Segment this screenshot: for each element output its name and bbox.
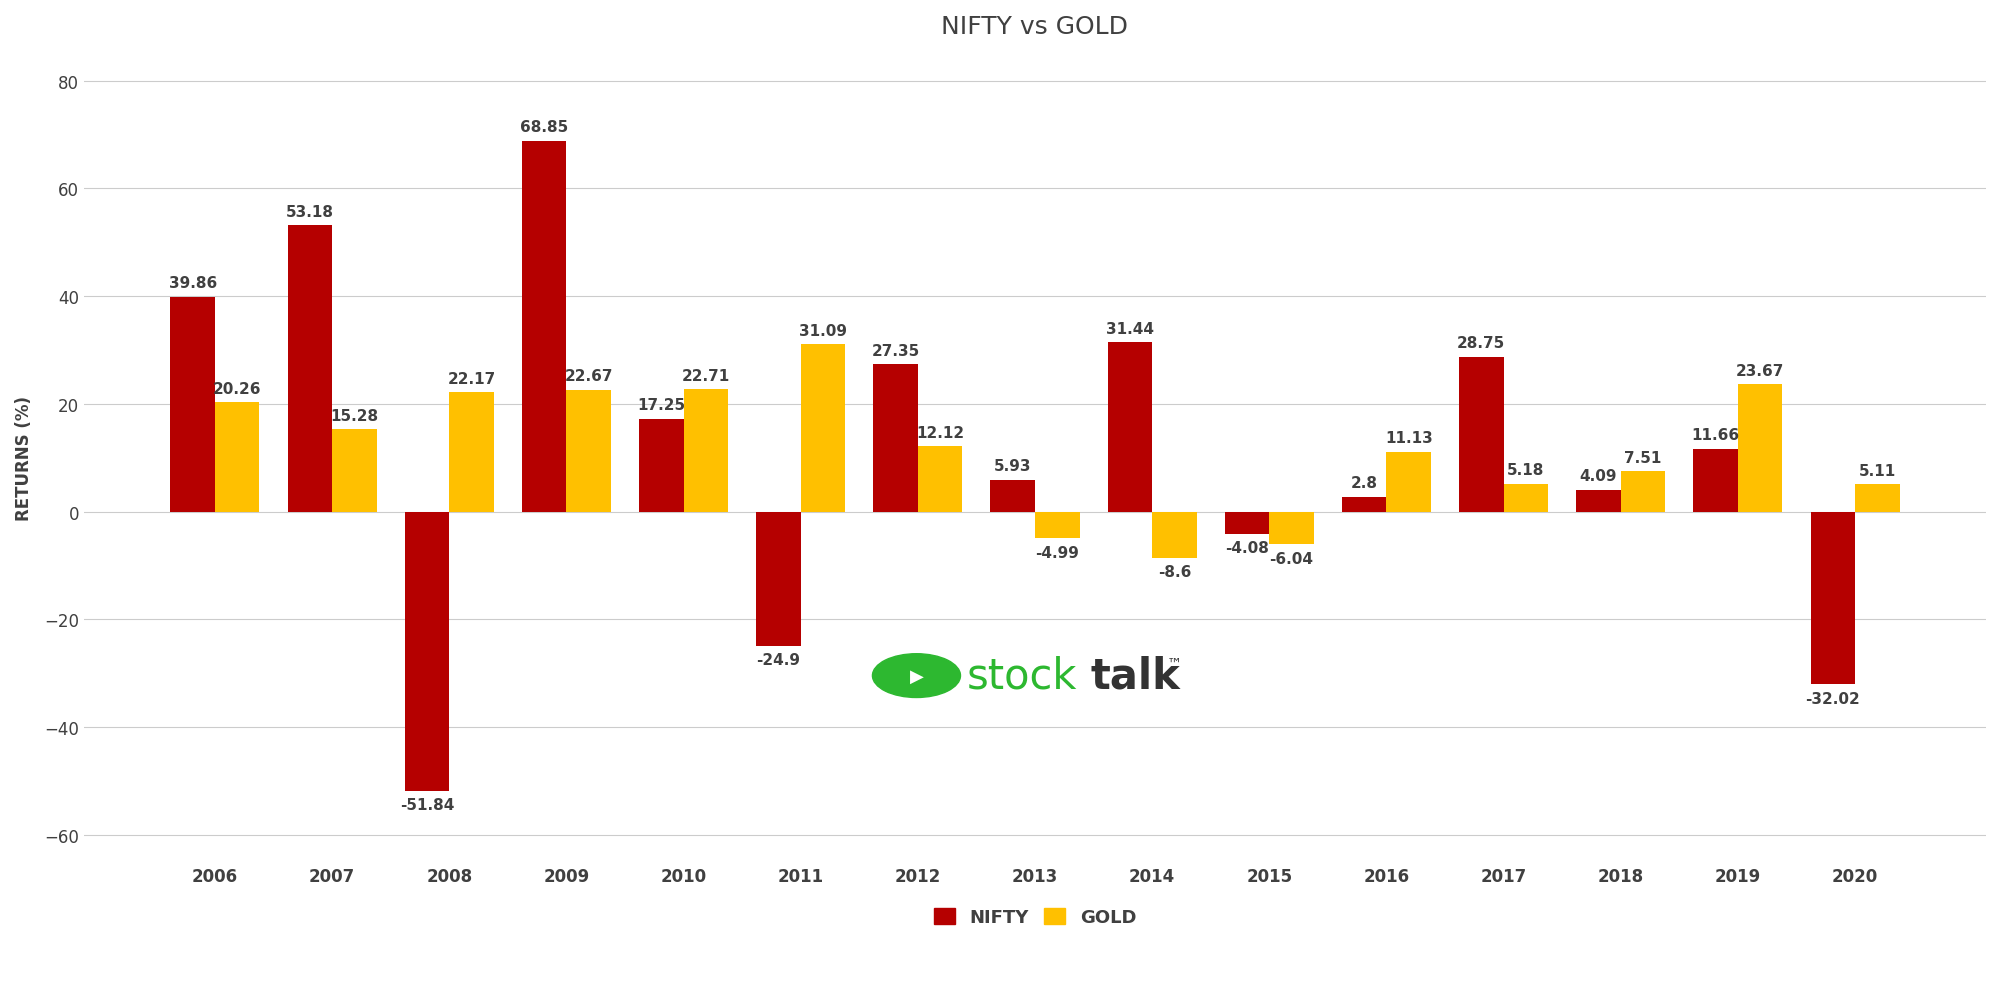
Title: NIFTY vs GOLD: NIFTY vs GOLD <box>942 15 1129 39</box>
Text: 15.28: 15.28 <box>330 409 378 423</box>
Text: 68.85: 68.85 <box>520 120 568 135</box>
Bar <box>1387 452 1431 512</box>
Text: 2.8: 2.8 <box>1351 475 1377 491</box>
Bar <box>1459 358 1503 512</box>
Text: -51.84: -51.84 <box>400 797 454 812</box>
Bar <box>638 419 684 512</box>
Bar <box>404 512 450 791</box>
Text: -8.6: -8.6 <box>1159 565 1191 580</box>
Text: 23.67: 23.67 <box>1737 363 1785 379</box>
Text: 4.09: 4.09 <box>1579 468 1617 484</box>
Text: -32.02: -32.02 <box>1805 691 1861 706</box>
Bar <box>450 393 494 512</box>
Bar <box>1269 512 1315 545</box>
Y-axis label: RETURNS (%): RETURNS (%) <box>14 396 32 521</box>
Bar <box>800 345 844 512</box>
Bar <box>1577 490 1621 512</box>
Bar <box>1109 343 1153 512</box>
Bar <box>288 226 332 512</box>
Bar <box>1153 512 1197 559</box>
Text: 17.25: 17.25 <box>636 398 686 413</box>
Text: stock: stock <box>966 655 1077 697</box>
Text: 53.18: 53.18 <box>286 205 334 220</box>
Text: ™: ™ <box>1167 656 1183 672</box>
Bar <box>756 512 800 646</box>
Text: 5.18: 5.18 <box>1507 463 1545 478</box>
Text: 39.86: 39.86 <box>168 276 216 291</box>
Bar <box>522 142 566 512</box>
Text: 22.67: 22.67 <box>564 369 612 384</box>
Bar <box>170 297 214 512</box>
Text: -6.04: -6.04 <box>1269 551 1313 566</box>
Bar <box>332 429 376 512</box>
Bar <box>1811 512 1855 684</box>
Bar <box>566 390 610 512</box>
Bar <box>1621 472 1665 512</box>
Text: 27.35: 27.35 <box>872 344 920 359</box>
Text: -24.9: -24.9 <box>756 652 800 668</box>
Bar <box>1855 485 1899 512</box>
Text: -4.99: -4.99 <box>1035 546 1079 561</box>
Text: talk: talk <box>1091 655 1181 697</box>
Bar <box>1503 484 1549 512</box>
Text: 5.93: 5.93 <box>994 459 1031 474</box>
Bar <box>1225 512 1269 534</box>
Text: ▶: ▶ <box>910 667 922 685</box>
Text: 12.12: 12.12 <box>916 425 964 440</box>
Bar <box>918 447 962 512</box>
Bar <box>1343 497 1387 512</box>
Text: 11.66: 11.66 <box>1691 427 1739 443</box>
Text: 20.26: 20.26 <box>212 382 262 397</box>
Text: 22.71: 22.71 <box>682 369 730 384</box>
Text: -4.08: -4.08 <box>1225 541 1269 556</box>
Bar <box>990 480 1035 512</box>
Text: 31.44: 31.44 <box>1107 321 1155 337</box>
Bar <box>1035 512 1079 539</box>
Text: 11.13: 11.13 <box>1385 430 1433 445</box>
Text: 31.09: 31.09 <box>798 323 846 338</box>
Legend: NIFTY, GOLD: NIFTY, GOLD <box>926 901 1143 933</box>
Text: 5.11: 5.11 <box>1859 463 1895 478</box>
Text: 22.17: 22.17 <box>448 372 496 387</box>
Text: 28.75: 28.75 <box>1457 336 1505 351</box>
Bar <box>1739 385 1783 512</box>
Bar <box>1693 449 1739 512</box>
Bar <box>684 390 728 512</box>
Bar <box>872 365 918 512</box>
Text: 7.51: 7.51 <box>1625 450 1661 465</box>
Bar <box>214 404 260 512</box>
